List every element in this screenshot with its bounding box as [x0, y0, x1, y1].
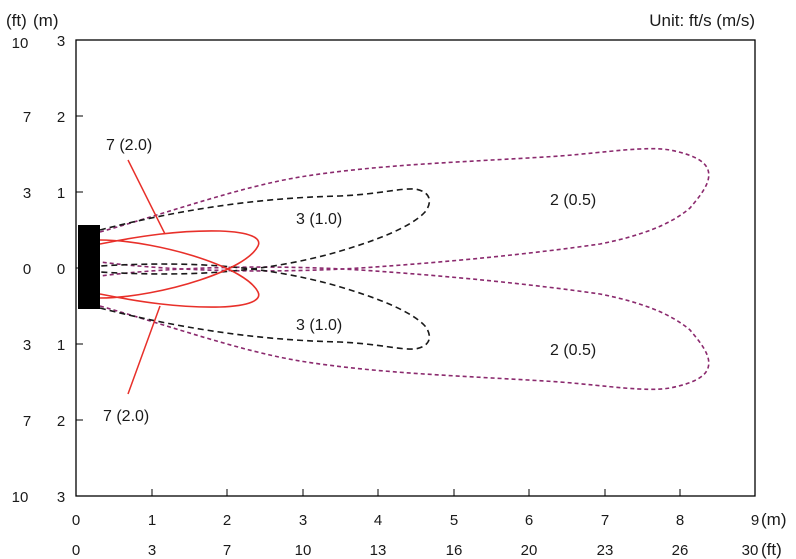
y-ft-tick-label: 10 — [12, 35, 29, 52]
x-ft-tick-label: 0 — [72, 542, 80, 559]
unit-label: Unit: ft/s (m/s) — [649, 11, 755, 30]
x-m-tick-label: 0 — [72, 512, 80, 529]
contour-7-lower — [99, 239, 260, 308]
label-2-top: 2 (0.5) — [550, 192, 596, 209]
y-ft-tick-label: 10 — [12, 489, 29, 506]
x-ft-tick-label: 16 — [446, 542, 463, 559]
x-m-tick-label: 6 — [525, 512, 533, 529]
x-ft-tick-label: 23 — [597, 542, 614, 559]
contour-7-upper — [99, 230, 260, 299]
y-axis-m-labels: 3 2 1 0 1 2 3 — [57, 33, 65, 506]
label-2-bottom: 2 (0.5) — [550, 342, 596, 359]
label-7-top: 7 (2.0) — [106, 137, 152, 154]
x-m-tick-label: 1 — [148, 512, 156, 529]
x-ft-tick-label: 30 — [742, 542, 759, 559]
y-ft-tick-label: 7 — [23, 413, 31, 430]
y-m-tick-label: 2 — [57, 413, 65, 430]
x-unit-ft: (ft) — [761, 540, 782, 559]
x-m-tick-label: 2 — [223, 512, 231, 529]
y-axis-ft-labels: 10 7 3 0 3 7 10 — [12, 35, 32, 506]
x-m-tick-label: 3 — [299, 512, 307, 529]
x-ft-tick-label: 26 — [672, 542, 689, 559]
y-ft-tick-label: 7 — [23, 109, 31, 126]
contour-labels: 7 (2.0) 7 (2.0) 3 (1.0) 3 (1.0) 2 (0.5) … — [103, 137, 596, 425]
x-ft-tick-label: 3 — [148, 542, 156, 559]
y-m-tick-label: 1 — [57, 337, 65, 354]
x-ft-tick-label: 13 — [370, 542, 387, 559]
contour-3-lower — [99, 263, 431, 350]
x-ft-tick-label: 20 — [521, 542, 538, 559]
x-m-tick-label: 5 — [450, 512, 458, 529]
x-tick-marks — [151, 489, 681, 496]
x-axis-ft-labels: 0 3 7 10 13 16 20 23 26 30 — [72, 542, 759, 559]
x-unit-m: (m) — [761, 510, 786, 529]
leader-line-7-bottom — [127, 305, 161, 395]
air-outlet-unit — [78, 225, 100, 309]
y-m-tick-label: 3 — [57, 489, 65, 506]
y-tick-marks — [76, 115, 83, 421]
label-3-bottom: 3 (1.0) — [296, 317, 342, 334]
y-m-tick-label: 2 — [57, 109, 65, 126]
leader-line-7-top — [127, 159, 166, 235]
y-ft-tick-label: 0 — [23, 261, 31, 278]
y-unit-m: (m) — [33, 11, 58, 30]
label-7-bottom: 7 (2.0) — [103, 408, 149, 425]
x-m-tick-label: 4 — [374, 512, 382, 529]
x-m-tick-label: 9 — [751, 512, 759, 529]
y-m-tick-label: 3 — [57, 33, 65, 50]
label-3-top: 3 (1.0) — [296, 211, 342, 228]
x-ft-tick-label: 7 — [223, 542, 231, 559]
x-ft-tick-label: 10 — [295, 542, 312, 559]
plot-frame — [75, 39, 756, 497]
y-ft-tick-label: 3 — [23, 185, 31, 202]
x-m-tick-label: 8 — [676, 512, 684, 529]
y-m-tick-label: 0 — [57, 261, 65, 278]
x-m-tick-label: 7 — [601, 512, 609, 529]
y-ft-tick-label: 3 — [23, 337, 31, 354]
y-m-tick-label: 1 — [57, 185, 65, 202]
y-unit-ft: (ft) — [6, 11, 27, 30]
contour-3-upper — [99, 188, 431, 275]
x-axis-m-labels: 0 1 2 3 4 5 6 7 8 9 — [72, 512, 759, 529]
contour-2-upper — [99, 147, 710, 272]
contour-2-lower — [99, 266, 710, 391]
